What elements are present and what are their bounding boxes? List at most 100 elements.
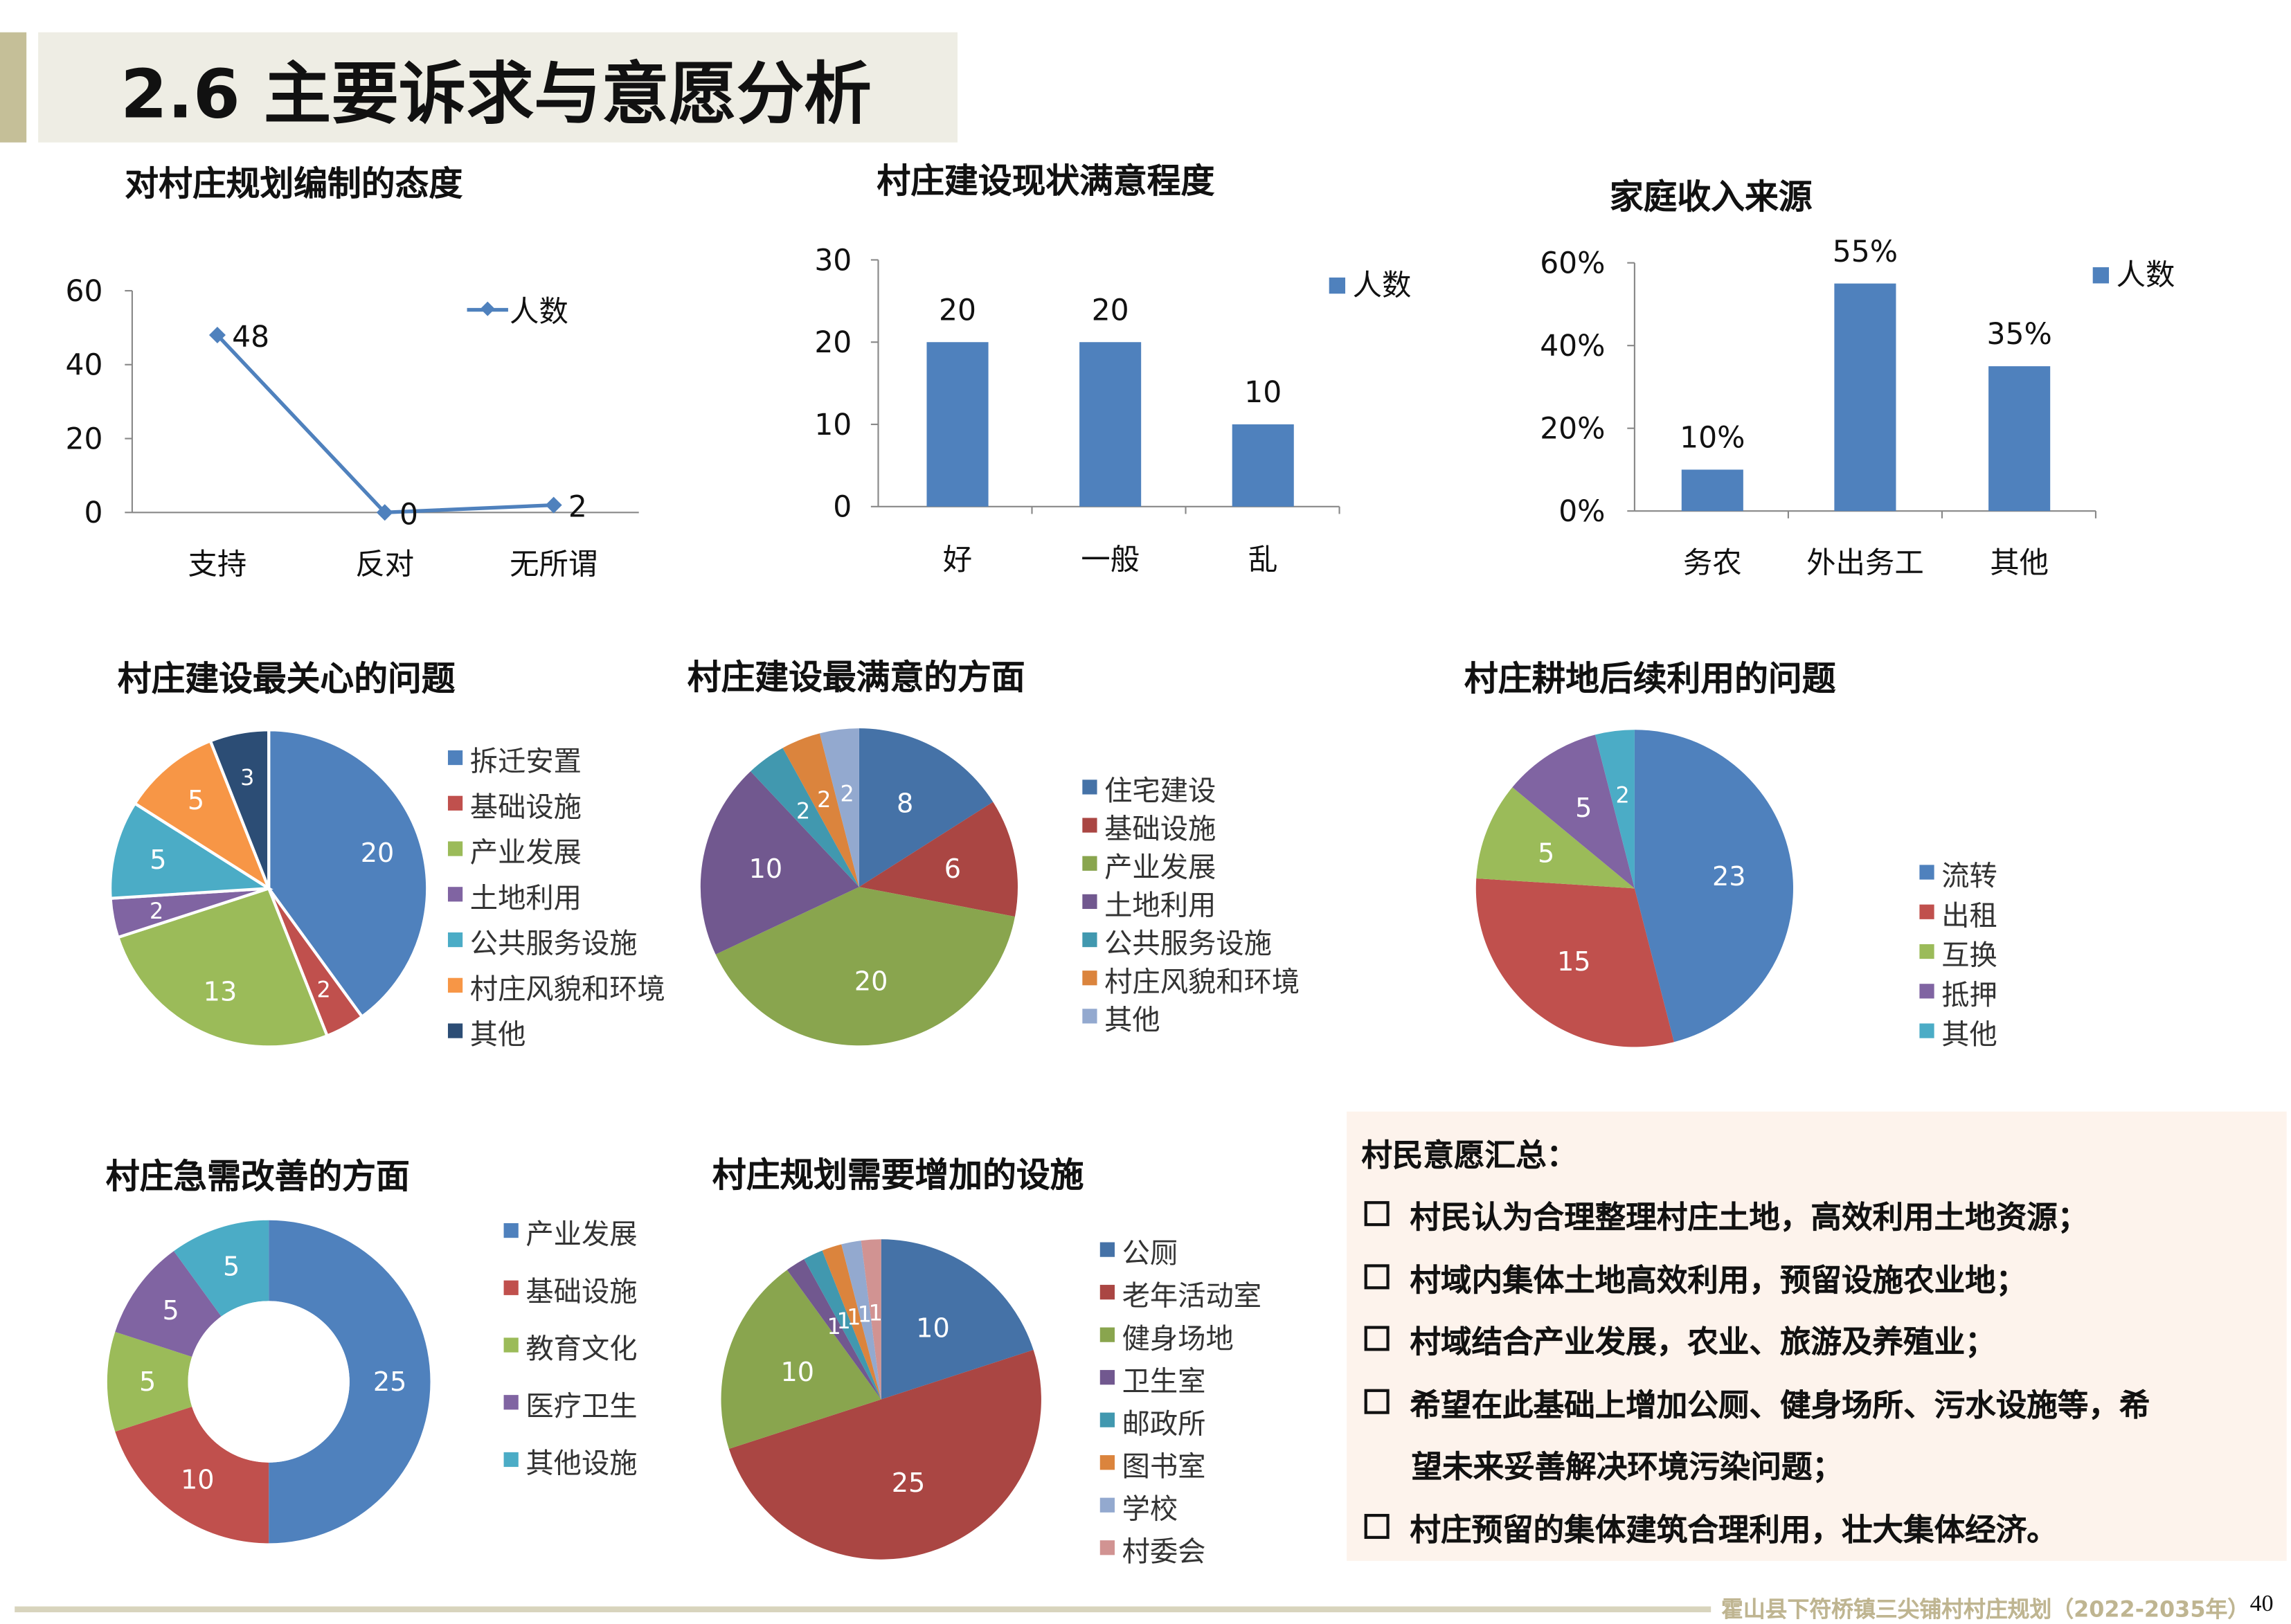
legend-label: 基础设施 <box>470 791 582 823</box>
data-label: 55% <box>1833 235 1898 269</box>
slice-label: 8 <box>897 788 913 819</box>
y-tick-label: 20 <box>66 422 103 456</box>
legend-label: 人数 <box>510 296 568 330</box>
chart-title-improve: 村庄急需改善的方面 <box>105 1158 410 1197</box>
legend-swatch <box>503 1452 519 1468</box>
slice-label: 5 <box>1538 838 1554 869</box>
legend-marker <box>480 301 495 316</box>
legend-label: 基础设施 <box>1104 813 1216 845</box>
legend-swatch <box>2092 267 2110 284</box>
pie-slice <box>1594 730 1635 889</box>
legend-swatch <box>1099 1497 1115 1513</box>
pie-slice <box>267 728 429 1019</box>
pie-slice <box>819 728 859 887</box>
legend-swatch <box>447 750 463 766</box>
y-tick-label: 60 <box>66 275 103 309</box>
summary-item-text: 村域内集体土地高效利用，预留设施农业地； <box>1410 1263 2027 1299</box>
legend-label: 人数 <box>1353 269 1412 303</box>
legend-swatch <box>1919 944 1934 959</box>
pie-slice <box>208 728 271 890</box>
legend-label: 流转 <box>1941 860 1997 892</box>
summary-item-text: 村域结合产业发展，农业、旅游及养殖业； <box>1410 1324 1996 1360</box>
slice-label: 2 <box>796 798 810 824</box>
page-title: 2.6 主要诉求与意愿分析 <box>120 54 872 134</box>
slice-label: 13 <box>204 977 237 1007</box>
slice-label: 2 <box>817 786 831 813</box>
legend-label: 村庄风貌和环境 <box>470 973 665 1005</box>
data-label: 48 <box>232 321 269 354</box>
legend-swatch <box>1082 894 1097 910</box>
legend-label: 学校 <box>1122 1492 1178 1525</box>
data-label: 2 <box>568 491 587 525</box>
legend-label: 人数 <box>2117 259 2175 293</box>
pie-slice <box>859 802 1018 917</box>
legend-label: 土地利用 <box>1104 890 1216 922</box>
data-label: 10 <box>1244 376 1282 410</box>
slice-label: 5 <box>139 1367 156 1398</box>
x-tick-label: 乱 <box>1248 543 1277 577</box>
legend-swatch <box>1099 1540 1115 1555</box>
legend-swatch <box>1099 1285 1115 1300</box>
legend-swatch <box>1082 932 1097 948</box>
data-point <box>376 504 393 521</box>
pie-slice <box>881 1239 1034 1400</box>
summary-box: 村民意愿汇总： 村民认为合理整理村庄土地，高效利用土地资源； 村域内集体土地高效… <box>1347 1111 2287 1561</box>
legend-swatch <box>1082 1009 1097 1024</box>
y-tick-label: 40 <box>66 349 103 383</box>
slice-label: 20 <box>361 838 395 869</box>
summary-item-text: 村庄预留的集体建筑合理利用，壮大集体经济。 <box>1410 1512 2058 1548</box>
y-tick-label: 40% <box>1540 330 1605 363</box>
pie-slice <box>841 1240 881 1400</box>
y-tick-label: 0 <box>833 491 852 525</box>
bar <box>926 342 989 507</box>
summary-item: 村域内集体土地高效利用，预留设施农业地； <box>1364 1249 2261 1311</box>
legend-swatch <box>503 1222 519 1238</box>
x-tick-label: 好 <box>943 543 972 577</box>
summary-item-text: 望未来妥善解决环境污染问题； <box>1411 1449 1844 1485</box>
slice-label: 5 <box>162 1296 179 1326</box>
legend-label: 其他 <box>1941 1018 1997 1051</box>
pie-slice <box>132 739 272 892</box>
data-label: 20 <box>939 294 976 327</box>
x-tick-label: 支持 <box>188 548 247 581</box>
x-tick-label: 无所谓 <box>510 548 598 581</box>
legend-label: 其他设施 <box>525 1447 637 1480</box>
legend-label: 出租 <box>1941 899 1997 932</box>
title-accent-bar <box>0 32 27 143</box>
chart-title-concern: 村庄建设最关心的问题 <box>117 660 456 699</box>
pie-slice <box>859 728 994 887</box>
legend-swatch <box>447 795 463 811</box>
pie-slice <box>108 801 273 900</box>
x-tick-label: 反对 <box>355 548 414 581</box>
legend-label: 抵押 <box>1941 979 1997 1011</box>
slice-label: 2 <box>841 781 854 807</box>
data-point <box>545 496 562 514</box>
legend-label: 产业发展 <box>1104 851 1216 883</box>
slice-label: 15 <box>1557 947 1591 977</box>
legend-label: 土地利用 <box>470 882 582 914</box>
summary-item-text: 希望在此基础上增加公厕、健身场所、污水设施等，希 <box>1410 1387 2150 1423</box>
slice-label: 23 <box>1712 862 1746 892</box>
pie-slice <box>782 733 859 887</box>
legend-swatch <box>1082 818 1097 833</box>
bar <box>1079 342 1142 507</box>
legend-swatch <box>447 1023 463 1038</box>
y-tick-label: 0% <box>1558 495 1605 529</box>
summary-item: 村庄预留的集体建筑合理利用，壮大集体经济。 <box>1364 1499 2261 1561</box>
legend-swatch <box>1082 971 1097 986</box>
legend-label: 产业发展 <box>525 1218 637 1251</box>
footer-title: 霍山县下符桥镇三尖铺村村庄规划（2022-2035年） <box>1721 1596 2250 1623</box>
slice-label: 1 <box>836 1308 850 1334</box>
bar <box>1232 424 1294 507</box>
checkbox-icon <box>1364 1389 1390 1414</box>
legend-swatch <box>1099 1455 1115 1470</box>
y-tick-label: 10 <box>814 408 852 442</box>
pie-slice <box>715 887 1015 1046</box>
summary-item: 村民认为合理整理村庄土地，高效利用土地资源； <box>1364 1187 2261 1248</box>
pie-slice <box>787 1258 881 1400</box>
legend-label: 其他 <box>1104 1004 1160 1036</box>
slice-label: 1 <box>869 1299 883 1326</box>
pie-slice <box>1512 734 1635 889</box>
legend-swatch <box>447 977 463 993</box>
